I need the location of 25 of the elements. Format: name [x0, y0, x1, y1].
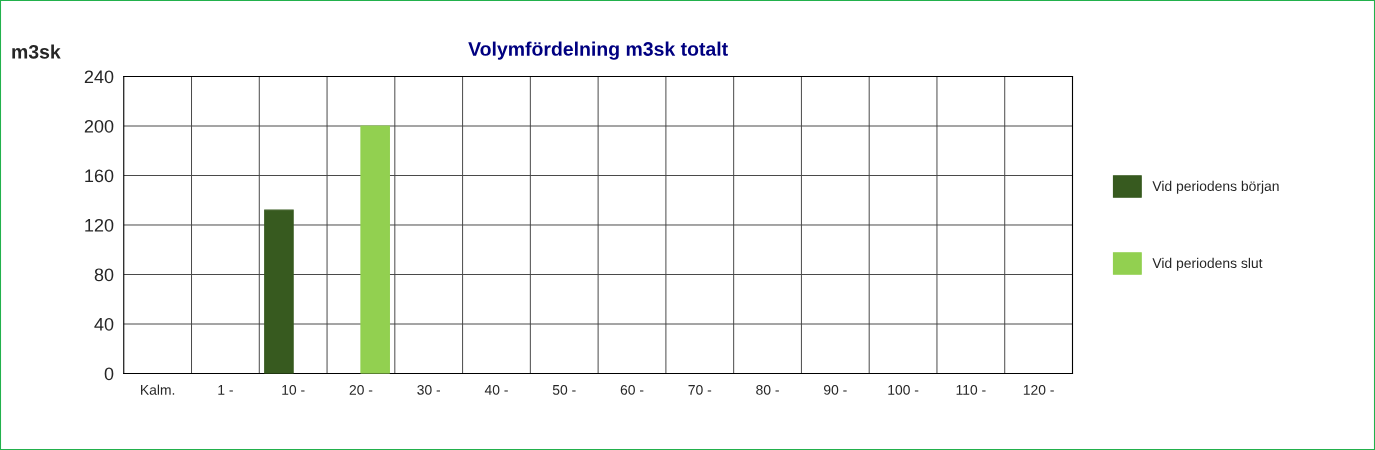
chart-title: Volymfördelning m3sk totalt [468, 41, 728, 60]
x-tick-label: 1 - [218, 385, 233, 395]
x-tick-label: Kalm. [141, 384, 175, 395]
x-tick-label: 70 - [688, 384, 712, 395]
y-tick-label: 40 [94, 317, 114, 331]
y-tick-label: 120 [85, 218, 114, 232]
x-tick-label: 30 - [417, 384, 441, 395]
y-tick-label: 80 [94, 268, 114, 282]
y-tick-label: 0 [104, 367, 114, 381]
legend-label: Vid periodens början [1152, 180, 1279, 194]
x-tick-label: 110 - [956, 384, 986, 395]
x-tick-label: 80 - [756, 384, 779, 395]
y-tick-label: 240 [84, 70, 114, 84]
x-tick-label: 40 - [484, 384, 508, 395]
y-tick-label: 160 [85, 169, 114, 183]
x-tick-label: 10 - [282, 384, 305, 395]
x-tick-label: 50 - [552, 384, 576, 395]
x-tick-label: 120 - [1023, 384, 1054, 395]
y-axis-title: m3sk [12, 44, 61, 59]
y-tick-label: 200 [84, 119, 114, 133]
legend-label: Vid periodens slut [1152, 257, 1263, 271]
x-tick-label: 90 - [824, 384, 847, 395]
x-tick-label: 60 - [620, 384, 644, 395]
x-tick-label: 20 - [349, 384, 373, 395]
x-tick-label: 100 - [888, 384, 919, 395]
